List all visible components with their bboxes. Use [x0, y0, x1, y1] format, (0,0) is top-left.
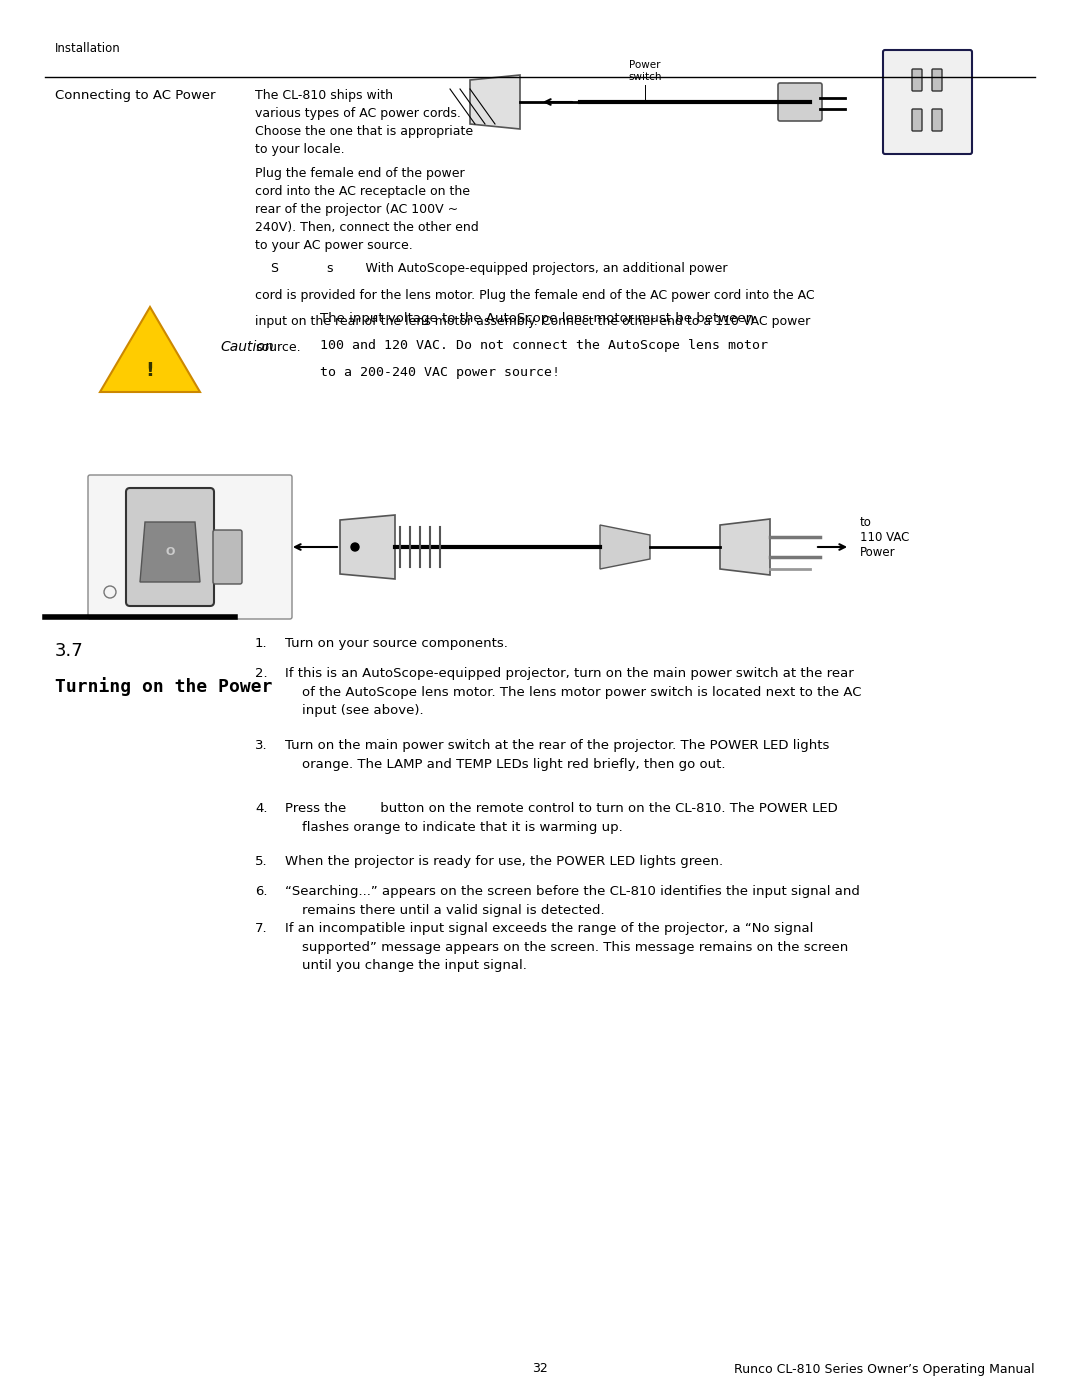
Text: 7.: 7.: [255, 922, 268, 935]
Text: 6.: 6.: [255, 886, 268, 898]
Text: When the projector is ready for use, the POWER LED lights green.: When the projector is ready for use, the…: [285, 855, 724, 868]
Text: 1.: 1.: [255, 637, 268, 650]
Text: Plug the female end of the power
cord into the AC receptacle on the
rear of the : Plug the female end of the power cord in…: [255, 168, 478, 251]
Text: Press the        button on the remote control to turn on the CL-810. The POWER L: Press the button on the remote control t…: [285, 802, 838, 834]
Circle shape: [351, 543, 359, 550]
FancyBboxPatch shape: [932, 68, 942, 91]
Text: 4.: 4.: [255, 802, 268, 814]
FancyBboxPatch shape: [883, 50, 972, 154]
Text: The CL-810 ships with
various types of AC power cords.
Choose the one that is ap: The CL-810 ships with various types of A…: [255, 89, 473, 156]
FancyBboxPatch shape: [912, 68, 922, 91]
Polygon shape: [100, 307, 200, 393]
Text: O: O: [165, 548, 175, 557]
Polygon shape: [720, 520, 770, 576]
Text: Turn on your source components.: Turn on your source components.: [285, 637, 508, 650]
Text: Turn on the main power switch at the rear of the projector. The POWER LED lights: Turn on the main power switch at the rea…: [285, 739, 829, 771]
Polygon shape: [600, 525, 650, 569]
FancyBboxPatch shape: [912, 109, 922, 131]
Text: If an incompatible input signal exceeds the range of the projector, a “No signal: If an incompatible input signal exceeds …: [285, 922, 848, 972]
FancyBboxPatch shape: [778, 82, 822, 122]
Text: Runco CL-810 Series Owner’s Operating Manual: Runco CL-810 Series Owner’s Operating Ma…: [734, 1362, 1035, 1376]
Text: The input voltage to the AutoScope lens motor must be between: The input voltage to the AutoScope lens …: [320, 312, 754, 326]
Text: 32: 32: [532, 1362, 548, 1376]
Text: source.: source.: [255, 341, 300, 353]
Polygon shape: [140, 522, 200, 583]
Text: Connecting to AC Power: Connecting to AC Power: [55, 89, 216, 102]
FancyBboxPatch shape: [87, 475, 292, 619]
Text: 3.: 3.: [255, 739, 268, 752]
FancyBboxPatch shape: [932, 109, 942, 131]
Text: input on the rear of the lens motor assembly. Connect the other end to a 110 VAC: input on the rear of the lens motor asse…: [255, 314, 810, 328]
Text: 3.7: 3.7: [55, 643, 84, 659]
Text: Caution: Caution: [220, 339, 273, 353]
FancyBboxPatch shape: [213, 529, 242, 584]
Text: cord is provided for the lens motor. Plug the female end of the AC power cord in: cord is provided for the lens motor. Plu…: [255, 289, 814, 302]
Text: to a 200-240 VAC power source!: to a 200-240 VAC power source!: [320, 366, 561, 379]
Text: to
110 VAC
Power: to 110 VAC Power: [860, 515, 909, 559]
FancyBboxPatch shape: [126, 488, 214, 606]
Polygon shape: [470, 75, 519, 129]
Text: If this is an AutoScope-equipped projector, turn on the main power switch at the: If this is an AutoScope-equipped project…: [285, 666, 862, 717]
Text: 5.: 5.: [255, 855, 268, 868]
Text: “Searching...” appears on the screen before the CL-810 identifies the input sign: “Searching...” appears on the screen bef…: [285, 886, 860, 916]
Polygon shape: [340, 515, 395, 578]
Text: Turning on the Power: Turning on the Power: [55, 678, 272, 696]
Text: S            s        With AutoScope-equipped projectors, an additional power: S s With AutoScope-equipped projectors, …: [255, 263, 728, 275]
Text: Power
switch: Power switch: [629, 60, 662, 82]
Text: !: !: [146, 360, 154, 380]
Text: 2.: 2.: [255, 666, 268, 680]
Text: 100 and 120 VAC. Do not connect the AutoScope lens motor: 100 and 120 VAC. Do not connect the Auto…: [320, 339, 768, 352]
Text: Installation: Installation: [55, 42, 121, 54]
